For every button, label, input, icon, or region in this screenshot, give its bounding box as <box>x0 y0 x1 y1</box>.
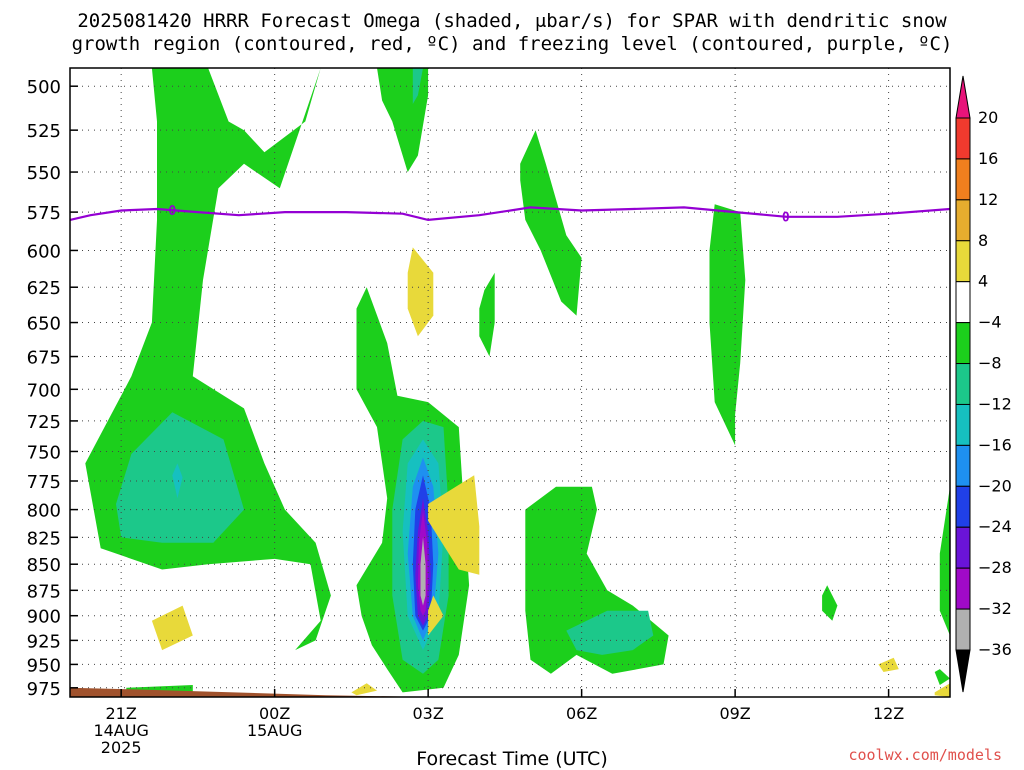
x-tick-date-24: 15AUG <box>247 721 302 740</box>
x-axis-label: Forecast Time (UTC) <box>416 748 608 770</box>
y-tick-label-925: 925 <box>27 631 61 652</box>
colorbar-swatch-5 <box>955 322 971 365</box>
colorbar-label-10: −24 <box>978 517 1012 536</box>
colorbar-label-12: −32 <box>978 599 1012 618</box>
colorbar-swatch-9 <box>955 485 971 528</box>
colorbar-label-1: 16 <box>978 149 998 168</box>
y-tick-label-950: 950 <box>27 655 61 676</box>
omega-region-17 <box>351 683 377 696</box>
omega-region-24 <box>709 204 746 446</box>
x-tick-label-27: 03Z <box>412 704 443 723</box>
colorbar-swatch-2 <box>955 199 971 242</box>
colorbar-label-4: 4 <box>978 272 988 291</box>
x-tick-label-24: 00Z <box>259 704 290 723</box>
y-tick-label-800: 800 <box>27 501 61 522</box>
omega-region-23 <box>566 610 654 655</box>
omega-region-26 <box>934 669 950 685</box>
y-tick-label-850: 850 <box>27 555 61 576</box>
colorbar: 20 16 12 8 4 −4 −8 −12 −16 −20 −24 −28 −32 −36 <box>955 75 1012 693</box>
x-tick-date-21: 14AUG <box>93 721 148 740</box>
colorbar-bottom-arrow <box>955 649 971 693</box>
omega-region-15 <box>428 475 480 575</box>
y-tick-label-900: 900 <box>27 607 61 628</box>
colorbar-swatch-6 <box>955 363 971 405</box>
omega-shaded-regions <box>70 68 950 697</box>
x-tick-label-21: 21Z <box>105 704 136 723</box>
omega-region-4 <box>412 68 423 104</box>
freezing-level-label-0: 0 <box>168 204 176 219</box>
colorbar-label-11: −28 <box>978 558 1012 577</box>
omega-region-16 <box>151 605 193 651</box>
x-tick-label-36: 12Z <box>873 704 904 723</box>
colorbar-swatch-3 <box>955 240 971 283</box>
omega-region-25 <box>822 585 838 621</box>
omega-region-21 <box>520 130 582 316</box>
y-axis: 500 525 550 575 600 625 650 675 700 725 750 775 800 8… <box>27 77 78 700</box>
colorbar-label-0: 20 <box>978 108 998 127</box>
chart-title-line-2: growth region (contoured, red, ºC) and f… <box>71 33 953 55</box>
x-tick-year-21: 2025 <box>101 738 142 757</box>
plot-frame <box>69 67 951 698</box>
omega-region-2 <box>172 463 183 499</box>
omega-region-20 <box>479 272 495 357</box>
y-tick-label-600: 600 <box>27 241 61 262</box>
colorbar-swatch-1 <box>955 158 971 201</box>
freezing-level-label-1: 0 <box>782 211 790 226</box>
colorbar-label-7: −12 <box>978 394 1012 413</box>
omega-region-18 <box>934 683 950 697</box>
colorbar-label-13: −36 <box>978 640 1012 659</box>
colorbar-swatch-8 <box>955 444 971 487</box>
colorbar-top-arrow <box>955 75 971 119</box>
colorbar-swatch-7 <box>955 403 971 446</box>
y-tick-label-575: 575 <box>27 203 61 224</box>
y-tick-label-525: 525 <box>27 121 61 142</box>
omega-region-0 <box>85 68 331 651</box>
y-tick-label-750: 750 <box>27 442 61 463</box>
omega-region-3 <box>377 68 429 173</box>
y-tick-label-975: 975 <box>27 679 61 700</box>
colorbar-swatch-12 <box>955 608 971 651</box>
colorbar-label-8: −16 <box>978 435 1012 454</box>
y-tick-label-500: 500 <box>27 77 61 98</box>
x-tick-label-33: 09Z <box>719 704 750 723</box>
colorbar-label-2: 12 <box>978 190 998 209</box>
colorbar-swatch-11 <box>955 567 971 610</box>
omega-region-29 <box>70 687 950 697</box>
colorbar-label-5: −4 <box>978 313 1002 332</box>
y-tick-label-875: 875 <box>27 581 61 602</box>
chart-title-line-1: 2025081420 HRRR Forecast Omega (shaded, … <box>77 10 947 32</box>
y-tick-label-725: 725 <box>27 412 61 433</box>
colorbar-swatch-4 <box>955 281 971 324</box>
y-tick-label-625: 625 <box>27 278 61 299</box>
y-tick-label-650: 650 <box>27 314 61 335</box>
y-tick-label-675: 675 <box>27 348 61 369</box>
colorbar-swatch-0 <box>955 117 971 160</box>
y-tick-label-700: 700 <box>27 380 61 401</box>
y-tick-label-550: 550 <box>27 163 61 184</box>
omega-region-19 <box>878 657 899 672</box>
colorbar-label-6: −8 <box>978 354 1002 373</box>
colorbar-label-3: 8 <box>978 231 988 250</box>
y-tick-label-825: 825 <box>27 528 61 549</box>
colorbar-swatch-10 <box>955 526 971 569</box>
omega-region-12 <box>420 537 426 606</box>
omega-region-14 <box>428 595 444 636</box>
source-credit[interactable]: coolwx.com/models <box>848 746 1002 764</box>
omega-region-13 <box>407 247 434 337</box>
freezing-level-line <box>69 206 951 222</box>
y-tick-label-775: 775 <box>27 472 61 493</box>
x-tick-label-30: 06Z <box>566 704 597 723</box>
colorbar-label-9: −20 <box>978 476 1012 495</box>
omega-region-27 <box>939 486 950 636</box>
